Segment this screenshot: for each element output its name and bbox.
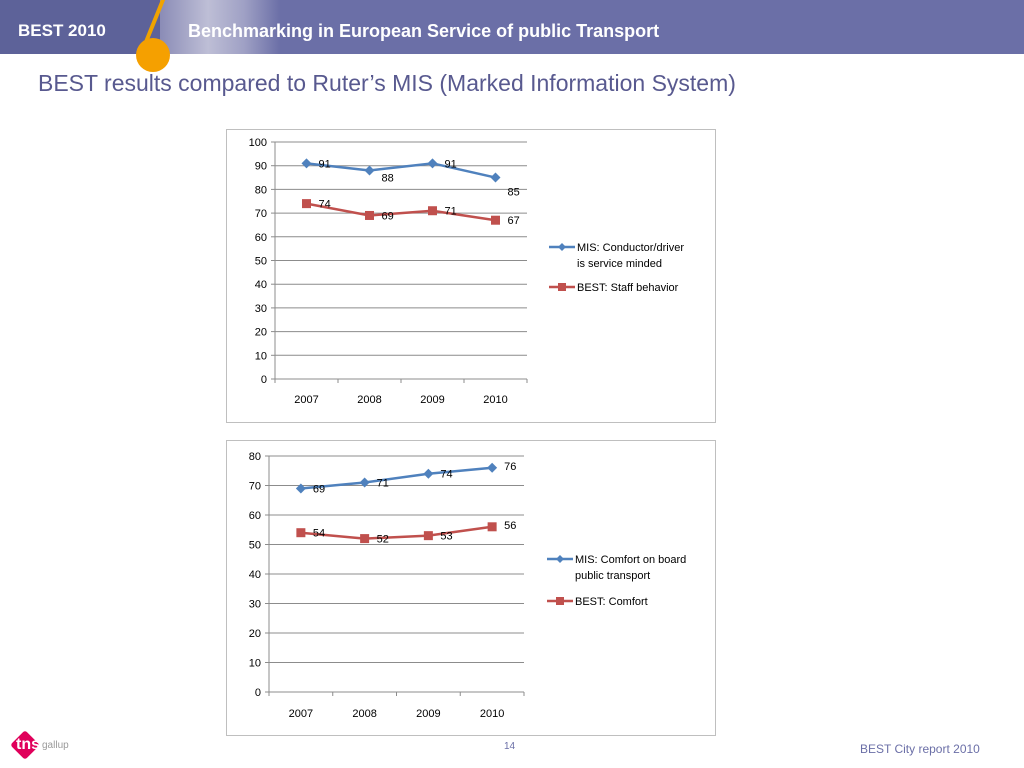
brand-label: BEST 2010 <box>18 21 106 40</box>
y-tick-label: 0 <box>255 687 261 699</box>
footer-report-label: BEST City report 2010 <box>860 742 980 756</box>
y-tick-label: 100 <box>249 137 267 149</box>
data-label: 53 <box>440 531 452 543</box>
y-tick-label: 30 <box>249 599 261 611</box>
legend-label: MIS: Conductor/driver <box>577 242 684 254</box>
y-tick-label: 50 <box>249 540 261 552</box>
data-label: 69 <box>313 483 325 495</box>
data-label: 91 <box>319 158 331 170</box>
y-tick-label: 10 <box>249 658 261 670</box>
chart-staff-behavior: 0 10 20 30 40 50 60 70 80 90 100 2007 2008 2009 2010 91… <box>226 129 716 423</box>
legend-label: MIS: Comfort on board <box>575 554 686 566</box>
y-tick-label: 40 <box>249 569 261 581</box>
slide-title: BEST results compared to Ruter’s MIS (Ma… <box>38 70 736 96</box>
data-point <box>359 477 370 488</box>
data-label: 67 <box>508 215 520 227</box>
y-tick-label: 0 <box>261 374 267 386</box>
data-label: 56 <box>504 520 516 532</box>
data-point <box>490 172 501 183</box>
series-line <box>306 162 496 179</box>
data-label: 85 <box>508 187 520 199</box>
chart-comfort: 0 10 20 30 40 50 60 70 80 2007 2008 2009 2010 69 71 74 7… <box>226 440 716 736</box>
data-label: 71 <box>377 478 389 490</box>
data-point <box>487 522 497 532</box>
header-photo <box>160 0 280 54</box>
x-tick-label: 2010 <box>483 394 507 406</box>
y-tick-label: 10 <box>255 350 267 362</box>
x-tick-label: 2008 <box>352 708 376 720</box>
chart-staff-behavior-svg: 0 10 20 30 40 50 60 70 80 90 100 2007 2008 2009 2010 91… <box>249 137 685 406</box>
data-point <box>364 165 375 176</box>
data-point <box>365 210 374 220</box>
y-tick-label: 50 <box>255 256 267 268</box>
legend-label: BEST: Staff behavior <box>577 282 679 294</box>
accent-dot <box>136 38 170 72</box>
data-point <box>302 199 311 209</box>
x-tick-label: 2007 <box>294 394 318 406</box>
data-label: 54 <box>313 528 325 540</box>
data-point <box>428 206 437 216</box>
page-number: 14 <box>504 741 516 752</box>
data-label: 71 <box>445 206 457 218</box>
legend-marker <box>558 243 566 251</box>
y-tick-label: 90 <box>255 161 267 173</box>
y-tick-label: 70 <box>255 208 267 220</box>
data-point <box>427 158 438 169</box>
series-line <box>306 202 496 222</box>
legend-label: public transport <box>575 570 650 582</box>
data-point <box>487 462 498 473</box>
tns-gallup-logo: tns gallup <box>10 728 82 762</box>
chart-comfort-svg: 0 10 20 30 40 50 60 70 80 2007 2008 2009 2010 69 71 74 7… <box>249 451 687 720</box>
data-point <box>491 215 500 225</box>
y-tick-label: 70 <box>249 481 261 493</box>
data-point <box>295 483 306 494</box>
y-tick-label: 60 <box>249 510 261 522</box>
x-tick-label: 2009 <box>416 708 440 720</box>
y-tick-label: 80 <box>249 451 261 463</box>
data-point <box>423 531 433 541</box>
data-point <box>423 468 434 479</box>
data-point <box>301 158 312 169</box>
data-label: 91 <box>445 158 457 170</box>
data-label: 69 <box>382 210 394 222</box>
y-tick-label: 60 <box>255 232 267 244</box>
data-label: 74 <box>440 469 452 481</box>
legend-label: BEST: Comfort <box>575 596 648 608</box>
header-brand-block <box>0 0 160 54</box>
legend-label: is service minded <box>577 258 662 270</box>
x-tick-label: 2010 <box>480 708 504 720</box>
data-point <box>296 528 306 538</box>
legend-marker <box>556 597 564 605</box>
y-tick-label: 30 <box>255 303 267 315</box>
y-tick-label: 20 <box>249 628 261 640</box>
legend-marker <box>558 283 566 291</box>
x-tick-label: 2007 <box>289 708 313 720</box>
x-tick-label: 2008 <box>357 394 381 406</box>
legend-marker <box>556 555 564 563</box>
y-tick-label: 40 <box>255 279 267 291</box>
header-title: Benchmarking in European Service of publ… <box>188 21 660 41</box>
x-tick-label: 2009 <box>420 394 444 406</box>
data-point <box>360 534 370 544</box>
data-label: 88 <box>382 172 394 184</box>
data-label: 74 <box>319 199 331 211</box>
data-label: 76 <box>504 461 516 473</box>
series-line <box>300 525 493 540</box>
header-bar: BEST 2010 Benchmarking in European Servi… <box>0 0 1024 59</box>
data-label: 52 <box>377 534 389 546</box>
y-tick-label: 20 <box>255 327 267 339</box>
series-line <box>300 466 493 490</box>
y-tick-label: 80 <box>255 184 267 196</box>
